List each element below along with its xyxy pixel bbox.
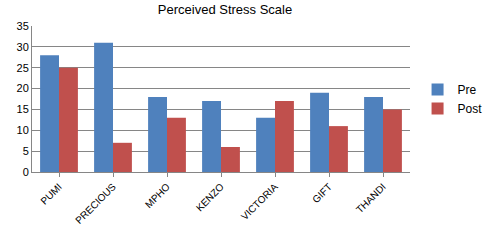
svg-text:THANDI: THANDI [354,181,388,215]
svg-text:Perceived Stress Scale: Perceived Stress Scale [158,2,292,17]
svg-text:MPHO: MPHO [143,181,172,210]
svg-text:35: 35 [17,20,29,32]
svg-text:PUMI: PUMI [38,181,63,206]
svg-text:KENZO: KENZO [194,181,226,213]
svg-text:PRECIOUS: PRECIOUS [73,181,118,226]
svg-text:15: 15 [17,103,29,115]
svg-text:GIFT: GIFT [310,181,334,205]
svg-text:5: 5 [23,145,29,157]
svg-text:30: 30 [17,41,29,53]
svg-text:Pre: Pre [458,83,477,97]
svg-text:VICTORIA: VICTORIA [239,181,280,222]
svg-text:25: 25 [17,62,29,74]
svg-text:10: 10 [17,124,29,136]
svg-text:0: 0 [23,166,29,178]
svg-text:20: 20 [17,82,29,94]
svg-text:Post: Post [458,102,483,116]
